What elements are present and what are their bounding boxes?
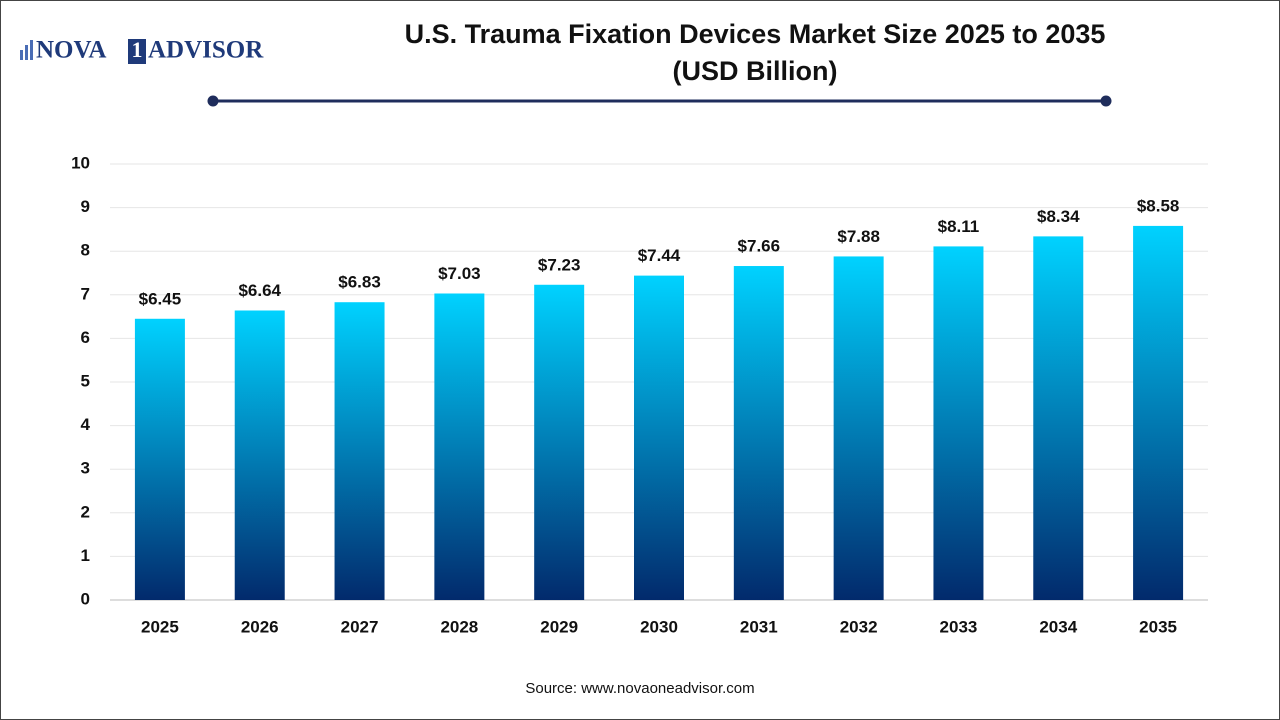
y-tick-label: 10 (71, 153, 90, 172)
x-tick-label: 2030 (640, 617, 678, 636)
value-label: $7.03 (438, 264, 481, 283)
value-label: $6.45 (139, 289, 182, 308)
bar (933, 246, 984, 601)
value-label: $8.58 (1137, 196, 1180, 215)
logo-icon (20, 50, 23, 60)
logo: NOVA 1 ADVISOR (20, 37, 264, 64)
value-label: $7.44 (638, 246, 681, 265)
bar (1033, 236, 1084, 600)
y-tick-label: 6 (81, 328, 90, 347)
x-tick-label: 2027 (341, 617, 379, 636)
bar (534, 284, 585, 600)
source: Source: www.novaoneadvisor.com (525, 680, 754, 697)
x-tick-label: 2025 (141, 617, 179, 636)
value-label: $6.83 (338, 273, 381, 292)
value-label: $7.66 (738, 237, 781, 256)
logo-icon (25, 45, 28, 60)
x-tick-label: 2029 (540, 617, 578, 636)
chart-subtitle: (USD Billion) (673, 56, 838, 86)
x-tick-label: 2031 (740, 617, 778, 636)
y-tick-label: 1 (81, 546, 90, 565)
logo-text: ADVISOR (148, 37, 264, 64)
value-label: $8.11 (938, 217, 980, 236)
y-tick-label: 7 (81, 284, 90, 303)
logo-icon (30, 40, 33, 60)
x-tick-label: 2026 (241, 617, 279, 636)
logo-text: NOVA (36, 37, 106, 64)
bar (234, 310, 285, 600)
logo-box (128, 39, 146, 64)
y-tick-label: 0 (81, 589, 90, 608)
value-label: $7.88 (837, 227, 880, 246)
bar (634, 275, 684, 600)
y-tick-label: 8 (81, 241, 90, 260)
y-tick-label: 2 (81, 502, 90, 521)
bar (334, 302, 385, 600)
logo-text: 1 (132, 37, 143, 62)
title-rule-dot (1100, 95, 1112, 107)
x-tick-label: 2028 (440, 617, 478, 636)
value-label: $8.34 (1037, 207, 1080, 226)
bar (434, 293, 485, 600)
bar (733, 266, 784, 600)
x-tick-label: 2032 (840, 617, 878, 636)
y-tick-label: 9 (81, 197, 90, 216)
y-tick-label: 3 (81, 459, 90, 478)
value-label: $7.23 (538, 255, 581, 274)
bar (1133, 225, 1184, 601)
x-tick-label: 2035 (1139, 617, 1177, 636)
title-rule-dot (207, 95, 219, 107)
x-tick-label: 2033 (940, 617, 978, 636)
y-tick-label: 4 (81, 415, 91, 434)
x-tick-label: 2034 (1039, 617, 1077, 636)
bar (833, 256, 884, 600)
value-label: $6.64 (238, 281, 281, 300)
bar (134, 318, 185, 600)
chart-title: U.S. Trauma Fixation Devices Market Size… (405, 19, 1106, 49)
y-tick-label: 5 (81, 371, 90, 390)
